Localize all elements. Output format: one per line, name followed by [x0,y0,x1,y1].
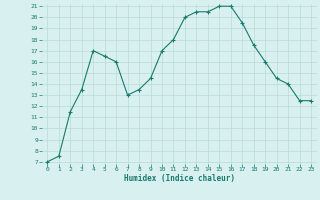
X-axis label: Humidex (Indice chaleur): Humidex (Indice chaleur) [124,174,235,183]
